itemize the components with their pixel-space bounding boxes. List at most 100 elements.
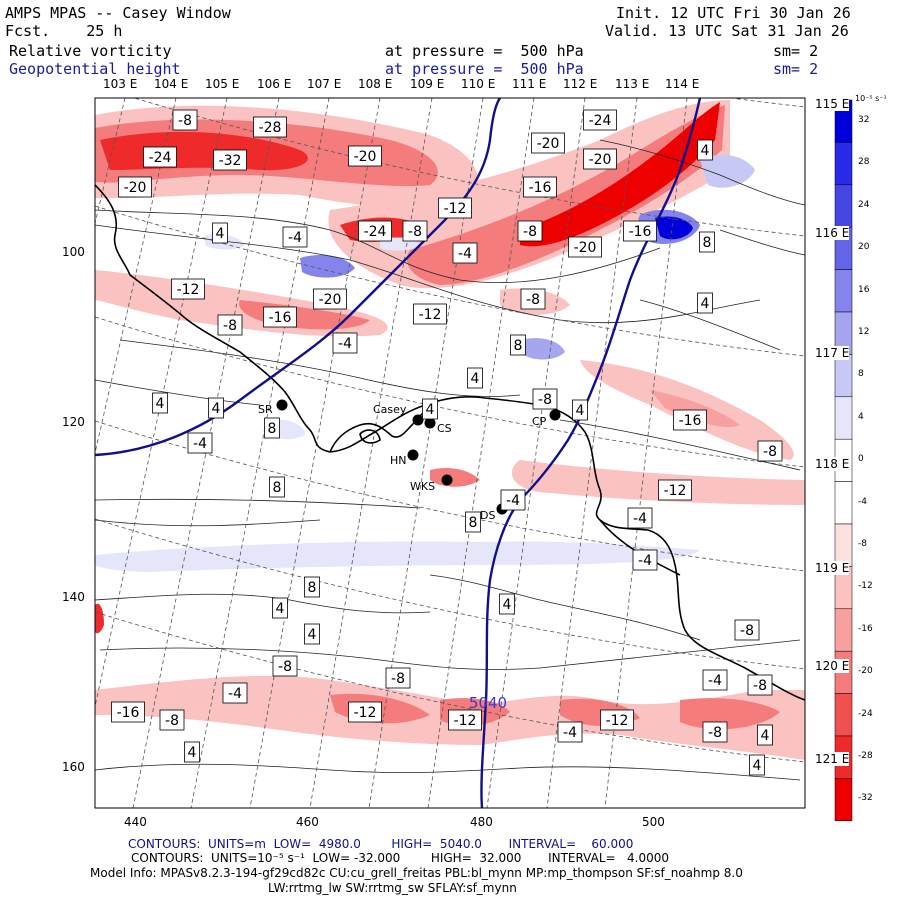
lon-label: 112 E [563, 77, 598, 91]
longitude-gridline [95, 98, 126, 226]
contour-label: -20 [531, 132, 565, 154]
field-1-smoothing: sm= 2 [773, 42, 819, 60]
svg-text:4: 4 [576, 403, 585, 419]
latitude-gridline [95, 611, 805, 763]
contour-label: 4 [499, 593, 515, 615]
colorbar-tick: -20 [858, 666, 873, 677]
contour-label: 4 [304, 623, 320, 645]
contour-label: -12 [438, 197, 472, 219]
svg-text:-12: -12 [606, 713, 629, 729]
contour-label: 8 [264, 417, 280, 439]
valid-time: Valid. 13 UTC Sat 31 Jan 26 [605, 22, 849, 40]
colorbar-tick: -12 [858, 581, 873, 592]
lon-label: 113 E [615, 77, 650, 91]
colorbar-tick: 0 [858, 454, 864, 465]
longitude-gridline [190, 98, 330, 808]
svg-text:-8: -8 [708, 725, 722, 741]
contour-label: -8 [172, 109, 198, 131]
station-marker [549, 409, 561, 421]
svg-text:4: 4 [503, 597, 512, 613]
header-title: AMPS MPAS -- Casey Window [5, 4, 231, 22]
colorbar-swatch [834, 481, 853, 525]
contour-label: -4 [557, 721, 583, 743]
svg-text:-16: -16 [629, 224, 652, 240]
contour-label: -8 [520, 288, 546, 310]
lat-label: 117 E [815, 346, 850, 360]
init-time: Init. 12 UTC Fri 30 Jan 26 [616, 4, 851, 22]
svg-text:-8: -8 [178, 113, 192, 129]
contour-label: -20 [583, 148, 617, 170]
colorbar-tick: -24 [858, 708, 873, 719]
svg-text:4: 4 [761, 728, 770, 744]
station-label: DS [480, 509, 495, 522]
contour-label: -20 [568, 236, 602, 258]
y-tick-label: 160 [62, 760, 85, 774]
contour-label: 8 [510, 334, 526, 356]
contour-label: -32 [213, 149, 247, 171]
lat-label: 115 E [815, 97, 850, 111]
contour-label: 4 [757, 724, 773, 746]
colorbar-tick: 12 [858, 327, 870, 337]
svg-text:-28: -28 [259, 120, 282, 136]
svg-text:-20: -20 [574, 240, 597, 256]
colorbar-swatch [834, 608, 853, 652]
svg-text:8: 8 [273, 480, 282, 496]
contour-label: 4 [572, 399, 588, 421]
lon-label: 108 E [358, 77, 393, 91]
lon-label: 105 E [205, 77, 240, 91]
contour-label: 4 [467, 367, 483, 389]
contour-label: -4 [500, 489, 526, 511]
longitude-gridline [132, 98, 280, 808]
svg-text:-4: -4 [288, 230, 302, 246]
svg-text:-12: -12 [454, 713, 477, 729]
contour-label: -20 [313, 288, 347, 310]
svg-text:-12: -12 [419, 307, 442, 323]
longitude-gridline [604, 98, 688, 808]
lon-label: 106 E [257, 77, 292, 91]
station-label: CS [437, 422, 452, 435]
station-marker [412, 414, 424, 426]
svg-text:8: 8 [703, 235, 712, 251]
contour-label: -24 [143, 146, 177, 168]
colorbar-swatch [834, 396, 853, 440]
svg-text:-4: -4 [708, 673, 722, 689]
svg-text:4: 4 [753, 758, 762, 774]
contour-label: -4 [627, 507, 653, 529]
colorbar-tick: 28 [858, 157, 870, 168]
svg-text:4: 4 [308, 627, 317, 643]
colorbar-tick: -16 [858, 623, 873, 634]
svg-text:-12: -12 [354, 705, 377, 721]
colorbar-tick: 20 [858, 242, 870, 253]
longitude-gridline [249, 98, 381, 808]
field-1-name: Relative vorticity [9, 42, 172, 60]
svg-text:-4: -4 [193, 436, 207, 452]
contour-label: 4 [697, 139, 713, 161]
svg-text:-4: -4 [563, 725, 577, 741]
colorbar-tick: 32 [858, 115, 870, 125]
station-marker [441, 474, 453, 486]
contour-label: 4 [749, 754, 765, 776]
colorbar-tick: 24 [858, 199, 870, 210]
station-label: Casey [373, 403, 407, 416]
lon-label: 104 E [154, 77, 189, 91]
colorbar-tick: 16 [858, 284, 870, 295]
lat-label: 121 E [815, 752, 850, 766]
contour-label: -16 [623, 220, 657, 242]
footer-physics: LW:rrtmg_lw SW:rrtmg_sw SFLAY:sf_mynn [268, 881, 517, 895]
contour-label: 8 [269, 476, 285, 498]
footer-vort-contours: CONTOURS: UNITS=10⁻⁵ s⁻¹ LOW= -32.000 HI… [131, 851, 670, 865]
contour-label: 4 [212, 222, 228, 244]
contour-label: -4 [282, 226, 308, 248]
x-tick-label: 440 [124, 815, 147, 829]
contour-label: -4 [632, 549, 658, 571]
contour-label: -4 [452, 242, 478, 264]
svg-text:-4: -4 [633, 511, 647, 527]
colorbar-tick: -32 [858, 793, 873, 804]
svg-text:4: 4 [156, 396, 165, 412]
svg-text:-4: -4 [338, 336, 352, 352]
contour-label: -8 [159, 709, 185, 731]
station-label: HN [390, 454, 407, 467]
contour-label: 4 [697, 292, 713, 314]
contour-label: -12 [413, 303, 447, 325]
svg-text:-8: -8 [223, 318, 237, 334]
